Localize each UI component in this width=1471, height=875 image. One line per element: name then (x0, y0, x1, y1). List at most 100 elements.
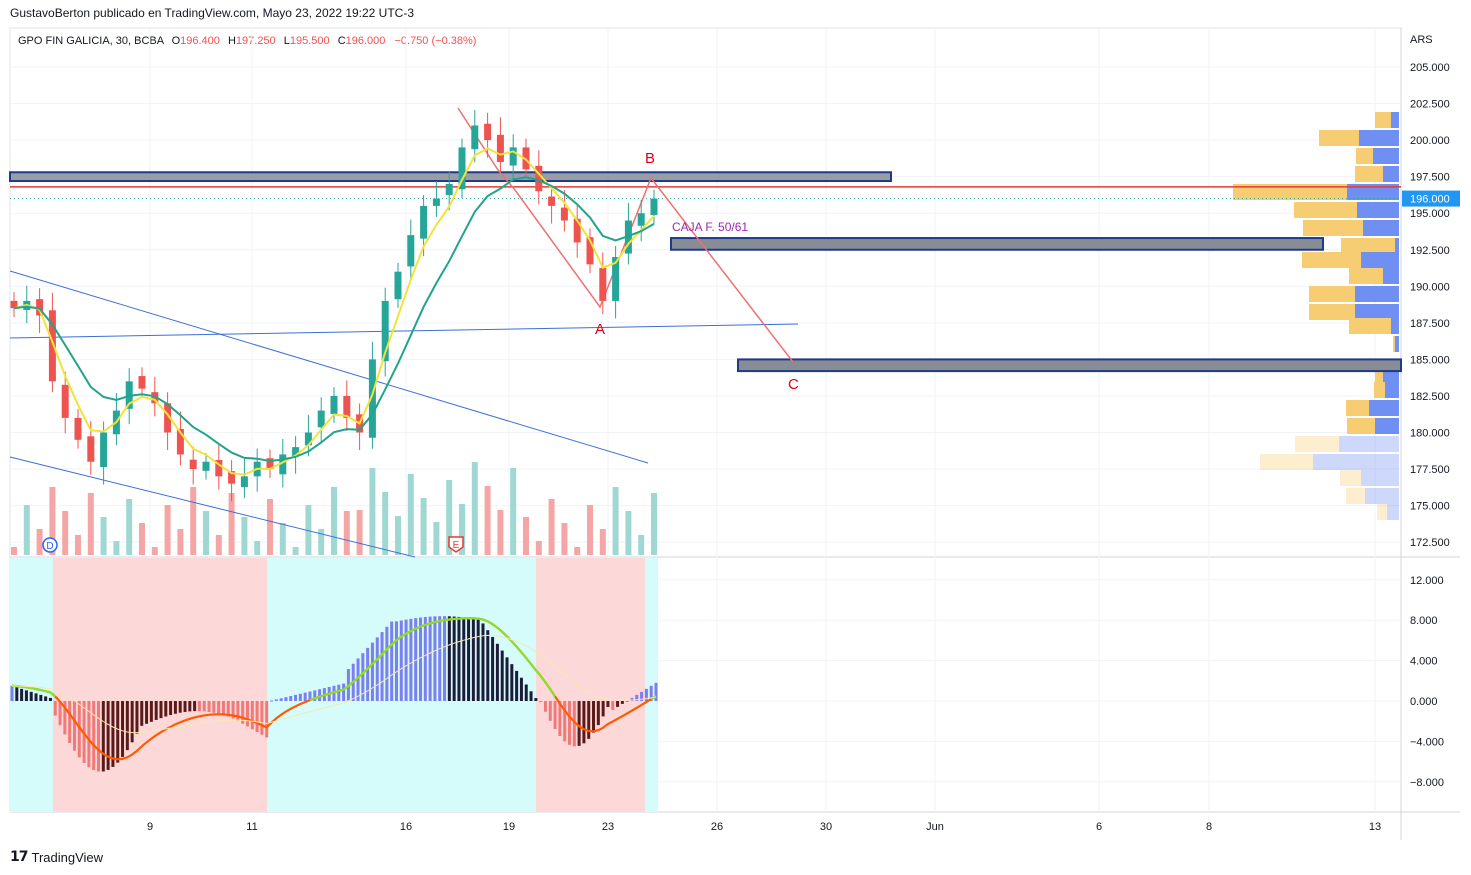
osc-histogram-bar (572, 701, 576, 747)
osc-histogram-bar (231, 701, 235, 719)
osc-histogram-bar (534, 698, 538, 701)
osc-histogram-bar (500, 650, 504, 701)
candle-body (151, 392, 159, 404)
osc-histogram-bar (630, 697, 634, 701)
legend-high: 197.250 (235, 35, 276, 47)
tradingview-brand[interactable]: 17 TradingView (10, 849, 103, 865)
volume-bar (420, 498, 427, 555)
volume-bar (510, 468, 517, 555)
osc-histogram-bar (250, 701, 254, 730)
osc-histogram-bar (29, 691, 33, 701)
osc-histogram-bar (270, 700, 274, 702)
volume-profile-down (1302, 252, 1361, 268)
osc-histogram-bar (462, 617, 466, 701)
osc-histogram-bar (548, 701, 552, 721)
osc-histogram-bar (423, 617, 427, 701)
osc-histogram-bar (72, 701, 76, 751)
volume-bar (407, 474, 414, 555)
legend-close: 196.000 (345, 35, 386, 47)
candle-body (599, 267, 607, 301)
volume-profile-up (1375, 418, 1399, 434)
volume-profile-down (1375, 112, 1391, 128)
volume-bar (126, 499, 133, 555)
osc-tick-label: 8.000 (1410, 615, 1438, 627)
candle-body (138, 376, 146, 389)
volume-profile-down (1319, 130, 1359, 146)
volume-profile-up (1363, 220, 1399, 236)
osc-histogram-bar (491, 637, 495, 701)
osc-histogram-bar (457, 616, 461, 701)
osc-histogram-bar (294, 694, 298, 701)
osc-slow-line (12, 634, 657, 734)
tradingview-logo-icon: 17 (10, 849, 29, 865)
price-tick-label: 192.500 (1410, 245, 1450, 257)
osc-histogram-bar (644, 688, 648, 701)
osc-histogram-bar (587, 701, 591, 739)
candle-body (381, 300, 389, 362)
osc-histogram-bar (265, 701, 269, 738)
osc-histogram-bar (212, 701, 216, 713)
volume-profile-up (1391, 112, 1399, 128)
candle-body (612, 257, 620, 301)
volume-bar (471, 462, 478, 555)
osc-histogram-bar (188, 701, 192, 712)
volume-profile-up (1347, 184, 1399, 200)
osc-histogram-bar (370, 642, 374, 701)
price-tick-label: 172.500 (1410, 537, 1450, 549)
drawings (9, 107, 1402, 558)
osc-histogram-bar (183, 701, 187, 712)
osc-histogram-bar (510, 664, 514, 701)
candle-body (535, 165, 543, 192)
osc-histogram-bar (106, 701, 110, 770)
candle-body (548, 196, 556, 206)
osc-histogram-bar (505, 657, 509, 701)
osc-histogram-bar (145, 701, 149, 724)
volume-bar (87, 493, 94, 555)
osc-histogram-bar (318, 689, 322, 701)
candle-body (432, 198, 440, 206)
volume-bar (36, 529, 43, 555)
osc-histogram-bar (284, 697, 288, 701)
candle-body (343, 395, 351, 418)
osc-histogram-bar (255, 701, 259, 733)
volume-profile-down (1233, 184, 1347, 200)
price-axes: 205.000 202.500 200.000 197.500 195.000 192.5… (147, 62, 1460, 833)
osc-histogram-bar (337, 684, 341, 701)
osc-zone (645, 558, 658, 812)
volume-bar (651, 493, 657, 555)
osc-histogram-bar (178, 701, 182, 713)
osc-histogram-bar (428, 616, 432, 701)
ema-fast-line (13, 147, 655, 476)
osc-histogram-bar (48, 697, 52, 701)
candle-body (445, 183, 453, 196)
osc-histogram-bar (616, 701, 620, 707)
osc-histogram-bar (443, 616, 447, 701)
osc-histogram-bar (159, 701, 163, 719)
volume-profile-down (1309, 304, 1355, 320)
volume-bar (574, 547, 581, 555)
abc-wave-path (457, 107, 794, 363)
volume-profile-up (1361, 470, 1399, 486)
candle-body (176, 428, 184, 455)
price-tick-label: 195.000 (1410, 208, 1450, 220)
volume-bar (305, 505, 312, 555)
candle-body (266, 458, 274, 470)
volume-profile-up (1339, 436, 1399, 452)
candle-body (394, 271, 402, 300)
osc-histogram-bar (39, 694, 43, 701)
price-tick-label: 182.500 (1410, 391, 1450, 403)
tradingview-name: TradingView (31, 849, 104, 865)
osc-histogram-bar (154, 701, 158, 720)
osc-histogram-bar (620, 701, 624, 704)
oscillator-background (10, 558, 658, 812)
osc-histogram-bar (313, 690, 317, 701)
volume-profile-up (1355, 286, 1399, 302)
volume-bar (638, 535, 645, 555)
event-marker-d (42, 537, 58, 553)
volume-profile-down (1303, 220, 1363, 236)
price-tick-label: 205.000 (1410, 62, 1450, 74)
volume-profile-up (1383, 268, 1399, 284)
osc-tick-label: 12.000 (1410, 575, 1444, 587)
price-tick-label: 197.500 (1410, 172, 1450, 184)
